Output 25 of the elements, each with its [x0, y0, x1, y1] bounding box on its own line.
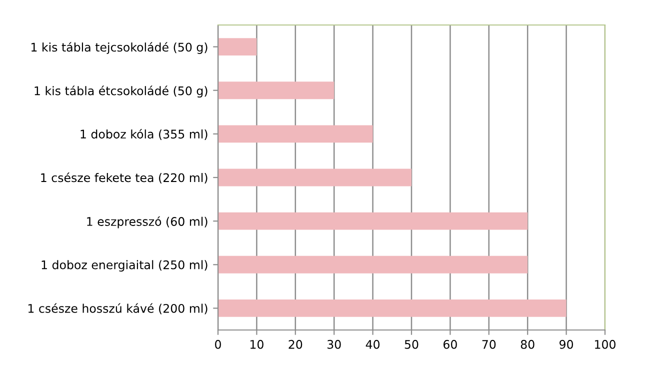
y-tick-label: 1 csésze fekete tea (220 ml) — [41, 172, 208, 184]
bar — [218, 256, 528, 274]
x-tick-label: 100 — [595, 340, 616, 349]
y-tick-label: 1 doboz kóla (355 ml) — [80, 128, 208, 140]
y-tick-label: 1 csésze hosszú kávé (200 ml) — [28, 303, 208, 314]
bar — [218, 82, 334, 100]
x-tick-label: 30 — [327, 340, 341, 349]
y-tick-label: 1 eszpresszó (60 ml) — [87, 216, 208, 228]
bar — [218, 38, 257, 56]
x-tick-label: 40 — [366, 340, 380, 349]
y-tick-label: 1 kis tábla étcsokoládé (50 g) — [34, 86, 208, 98]
x-tick-label: 80 — [520, 340, 534, 349]
bar — [218, 168, 412, 186]
bar — [218, 212, 528, 230]
x-tick-label: 20 — [288, 340, 302, 349]
x-tick-label: 50 — [404, 340, 418, 349]
x-tick-label: 90 — [560, 340, 574, 349]
y-tick-label: 1 doboz energiaital (250 ml) — [42, 260, 208, 272]
x-tick-label: 60 — [444, 340, 457, 349]
x-tick-label: 70 — [482, 340, 496, 349]
x-tick-label: 0 — [215, 340, 221, 349]
x-tick-label: 10 — [250, 340, 264, 349]
bar — [218, 125, 373, 143]
bar — [218, 300, 566, 317]
y-tick-label: 1 kis tábla tejcsokoládé (50 g) — [31, 42, 208, 54]
